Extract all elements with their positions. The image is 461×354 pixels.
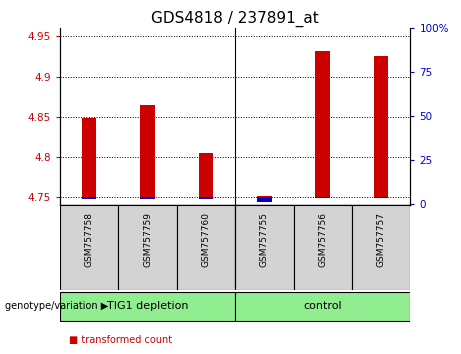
Bar	[315, 197, 330, 198]
Bar	[235, 292, 410, 321]
Text: genotype/variation ▶: genotype/variation ▶	[5, 301, 108, 311]
Title: GDS4818 / 237891_at: GDS4818 / 237891_at	[151, 11, 319, 27]
Bar	[315, 51, 330, 197]
Bar	[374, 197, 388, 198]
Bar	[60, 205, 118, 290]
Bar	[352, 205, 410, 290]
Text: control: control	[303, 301, 342, 311]
Bar	[140, 105, 155, 197]
Bar	[235, 205, 294, 290]
Text: GSM757757: GSM757757	[377, 212, 385, 267]
Bar	[199, 197, 213, 199]
Bar	[140, 197, 155, 199]
Bar	[257, 196, 272, 197]
Bar	[374, 57, 388, 197]
Bar	[82, 119, 96, 197]
Bar	[60, 292, 235, 321]
Bar	[82, 197, 96, 199]
Bar	[294, 205, 352, 290]
Bar	[177, 205, 235, 290]
Bar	[257, 197, 272, 202]
Bar	[118, 205, 177, 290]
Text: TIG1 depletion: TIG1 depletion	[107, 301, 188, 311]
Bar	[199, 153, 213, 197]
Text: GSM757758: GSM757758	[85, 212, 94, 267]
Text: GSM757759: GSM757759	[143, 212, 152, 267]
Text: GSM757755: GSM757755	[260, 212, 269, 267]
Text: ■ transformed count: ■ transformed count	[69, 335, 172, 345]
Text: GSM757756: GSM757756	[318, 212, 327, 267]
Text: GSM757760: GSM757760	[201, 212, 210, 267]
